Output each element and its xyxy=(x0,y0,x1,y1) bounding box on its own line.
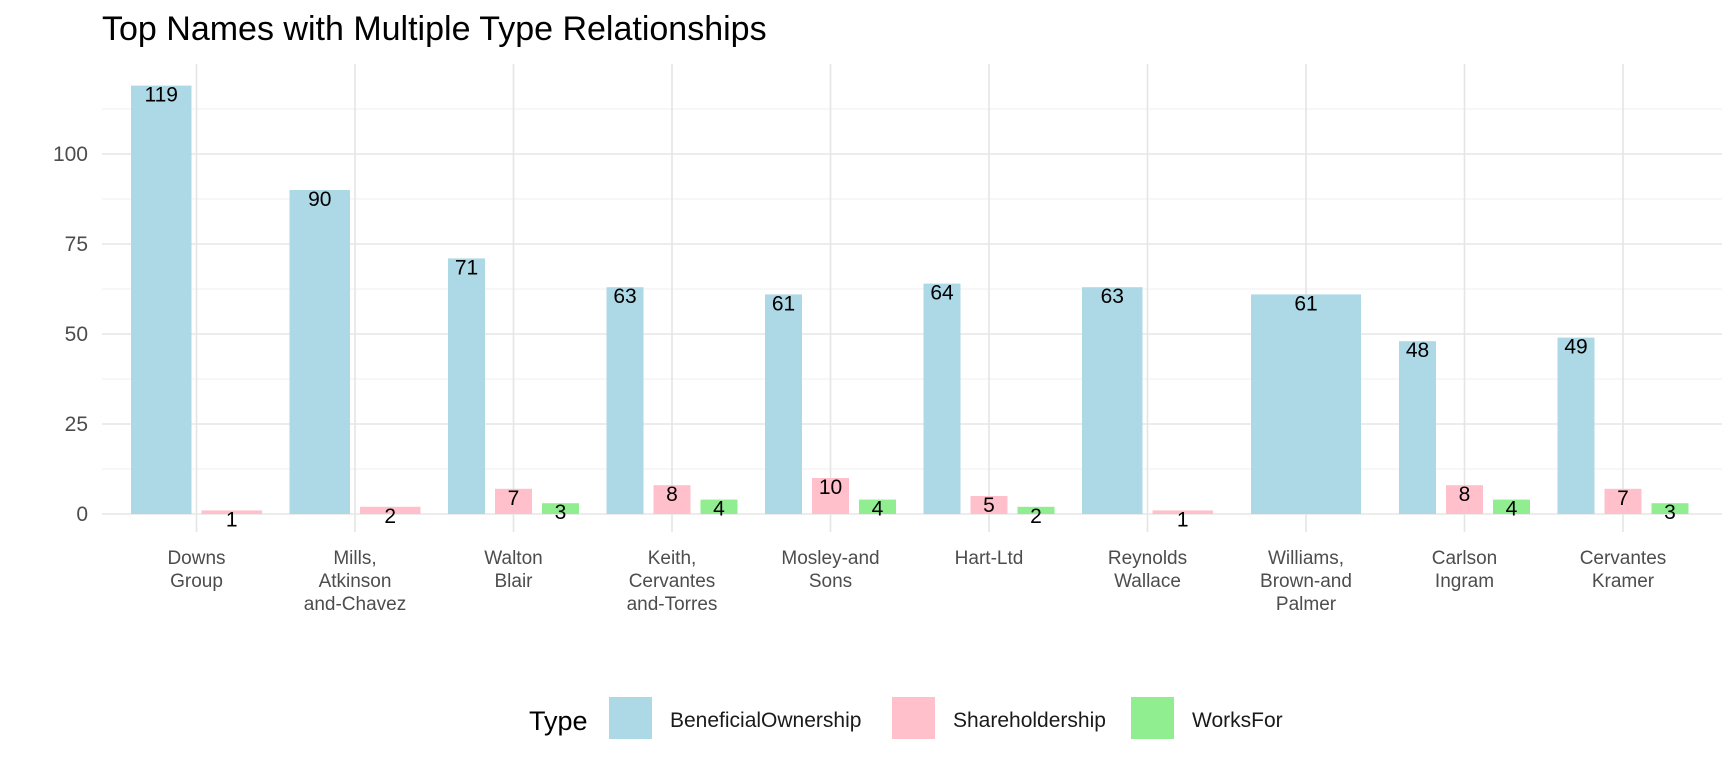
bar-shareholdership xyxy=(201,510,262,514)
data-label: 8 xyxy=(1459,483,1471,506)
legend-swatch-beneficialownership xyxy=(609,697,652,739)
data-label: 4 xyxy=(1506,498,1518,521)
data-label: 2 xyxy=(384,505,396,528)
data-label: 61 xyxy=(772,292,795,315)
x-tick-label: Hart-Ltd xyxy=(955,548,1024,569)
x-tick-label: Carlson Ingram xyxy=(1432,548,1497,592)
data-label: 63 xyxy=(613,285,636,308)
data-label: 3 xyxy=(1664,501,1676,524)
data-label: 61 xyxy=(1294,292,1317,315)
data-label: 63 xyxy=(1101,285,1124,308)
x-tick-label: Mills, Atkinson and-Chavez xyxy=(304,548,406,615)
data-label: 5 xyxy=(983,494,995,517)
bar-beneficialownership xyxy=(765,294,802,514)
data-label: 48 xyxy=(1406,339,1429,362)
legend-label: BeneficialOwnership xyxy=(670,709,861,732)
bar-beneficialownership xyxy=(606,287,644,514)
bar-shareholdership xyxy=(653,485,691,514)
data-label: 3 xyxy=(555,501,567,524)
y-tick-label: 100 xyxy=(53,143,88,166)
bar-shareholdership xyxy=(495,488,532,514)
bar-worksfor xyxy=(542,503,579,514)
legend-label: Shareholdership xyxy=(953,709,1106,732)
data-label: 7 xyxy=(1617,487,1629,510)
bar-shareholdership xyxy=(970,496,1008,514)
bar-beneficialownership xyxy=(1557,337,1595,514)
bar-shareholdership xyxy=(360,506,421,514)
data-label: 2 xyxy=(1030,505,1042,528)
bar-worksfor xyxy=(1651,503,1689,514)
data-label: 1 xyxy=(226,508,238,531)
legend-swatch-shareholdership xyxy=(892,697,935,739)
chart-title: Top Names with Multiple Type Relationshi… xyxy=(102,10,767,48)
bar-worksfor xyxy=(1493,499,1530,514)
bar-beneficialownership xyxy=(1082,287,1143,514)
bar-shareholdership xyxy=(1152,510,1213,514)
bar-worksfor xyxy=(859,499,896,514)
bar-beneficialownership xyxy=(1399,341,1436,514)
data-label: 119 xyxy=(145,84,178,107)
x-tick-label: Williams, Brown-and Palmer xyxy=(1260,548,1352,615)
data-label: 1 xyxy=(1177,508,1189,531)
x-tick-label: Reynolds Wallace xyxy=(1108,548,1187,592)
legend-title: Type xyxy=(529,706,588,736)
bar-beneficialownership xyxy=(923,283,961,514)
bar-shareholdership xyxy=(1604,488,1642,514)
x-tick-label: Keith, Cervantes and-Torres xyxy=(627,548,718,615)
data-label: 49 xyxy=(1564,336,1587,359)
y-tick-label: 75 xyxy=(65,233,88,256)
data-label: 4 xyxy=(872,498,884,521)
x-tick-label: Walton Blair xyxy=(484,548,542,592)
y-tick-label: 50 xyxy=(65,323,88,346)
data-label: 71 xyxy=(455,256,478,279)
x-tick-label: Mosley-and Sons xyxy=(781,548,879,592)
data-label: 10 xyxy=(819,476,842,499)
data-label: 4 xyxy=(713,498,725,521)
bars xyxy=(131,85,1689,514)
bar-shareholdership xyxy=(1446,485,1483,514)
y-tick-label: 0 xyxy=(76,503,88,526)
legend-label: WorksFor xyxy=(1192,709,1283,732)
legend: Type BeneficialOwnership Shareholdership W… xyxy=(529,697,1283,739)
x-tick-label: Downs Group xyxy=(167,548,225,592)
data-label: 7 xyxy=(508,487,520,510)
data-label: 90 xyxy=(308,188,331,211)
bar-beneficialownership xyxy=(1251,294,1361,514)
data-label: 8 xyxy=(666,483,678,506)
bar-worksfor xyxy=(700,499,738,514)
legend-swatch-worksfor xyxy=(1131,697,1174,739)
data-label: 64 xyxy=(930,282,954,305)
bar-worksfor xyxy=(1017,506,1055,514)
bar-beneficialownership xyxy=(131,85,192,514)
bar-shareholdership xyxy=(812,478,849,514)
bar-beneficialownership xyxy=(289,190,350,514)
x-tick-label: Cervantes Kramer xyxy=(1580,548,1667,592)
y-tick-label: 25 xyxy=(65,413,88,436)
bar-beneficialownership xyxy=(448,258,485,514)
data-labels: 119 1 90 2 71 7 3 63 8 4 61 10 4 64 5 2 63 1 61 48 8 4 49 7 3 xyxy=(145,84,1676,532)
